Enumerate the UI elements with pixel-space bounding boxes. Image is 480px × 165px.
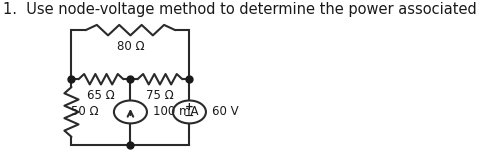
Text: 75 Ω: 75 Ω: [146, 89, 173, 102]
Text: 80 Ω: 80 Ω: [116, 40, 144, 53]
Text: −: −: [184, 110, 194, 123]
Text: 50 Ω: 50 Ω: [71, 105, 98, 118]
Text: 100 mA: 100 mA: [153, 105, 198, 118]
Text: 1.  Use node-voltage method to determine the power associated with each resistor: 1. Use node-voltage method to determine …: [3, 2, 480, 17]
Text: +: +: [185, 102, 193, 112]
Text: 60 V: 60 V: [211, 105, 238, 118]
Text: 65 Ω: 65 Ω: [87, 89, 115, 102]
